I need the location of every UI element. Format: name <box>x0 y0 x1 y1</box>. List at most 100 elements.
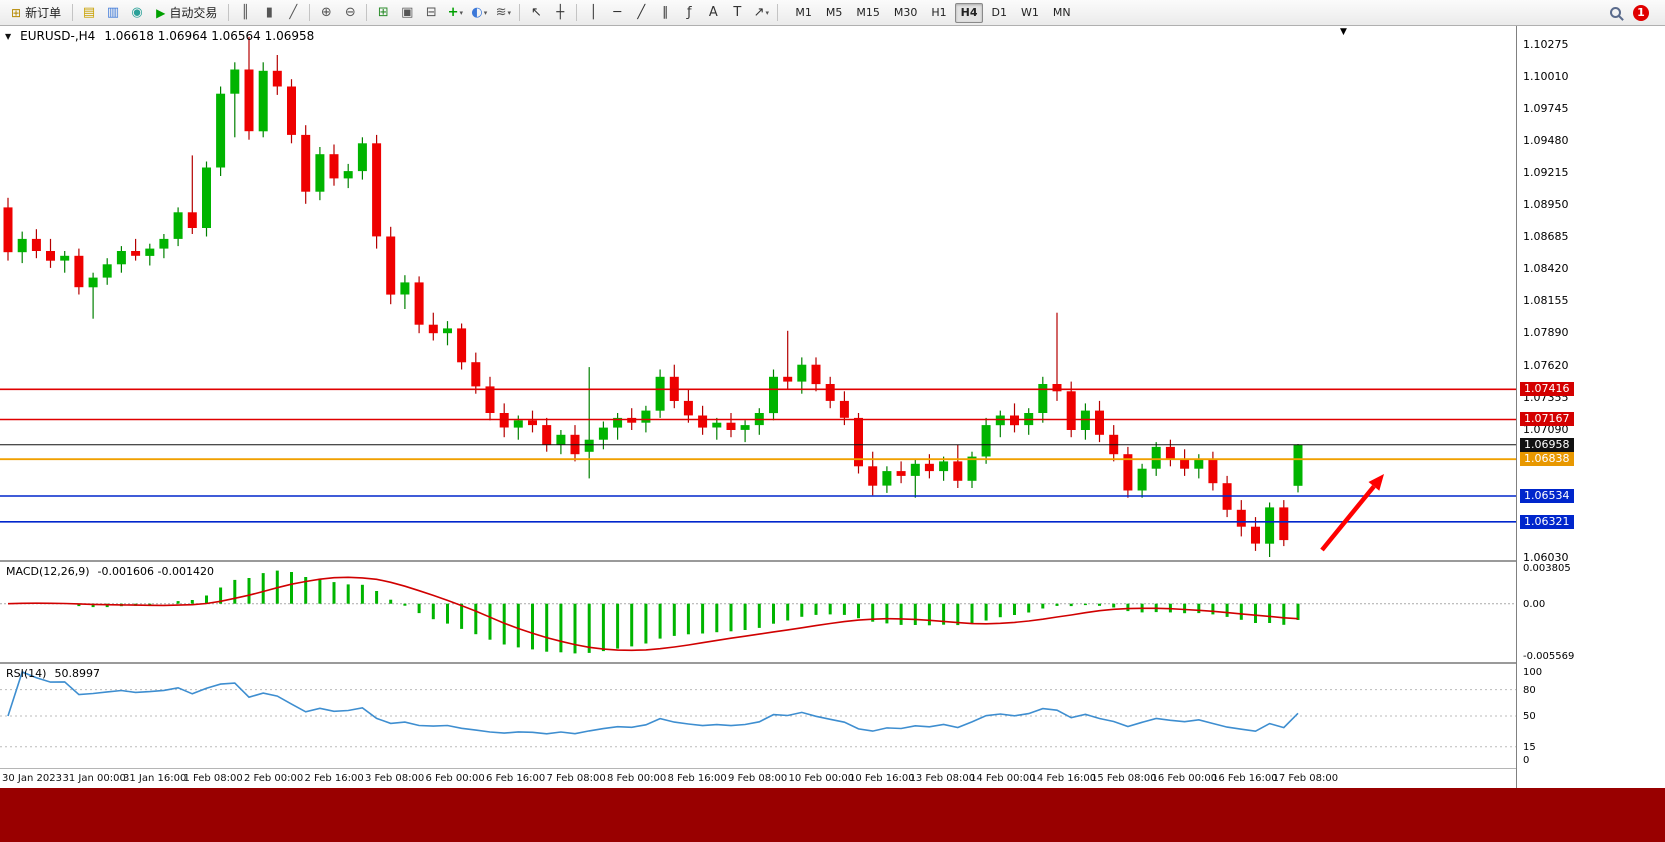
auto-trading-button[interactable]: ▶ 自动交易 <box>149 2 224 24</box>
zoom-in-icon[interactable]: ⊕ <box>314 2 338 24</box>
arrange-windows-icon: ⊟ <box>425 5 437 20</box>
time-axis-label: 16 Feb 00:00 <box>1151 773 1218 784</box>
new-chart-dropdown-icon: + <box>447 5 459 20</box>
chart-title: ▼ EURUSD-,H4 1.06618 1.06964 1.06564 1.0… <box>5 29 314 43</box>
cascade-windows-icon: ▣ <box>401 5 414 20</box>
rsi-axis-label: 80 <box>1523 684 1536 696</box>
dropdown-caret-icon: ▾ <box>765 8 770 17</box>
macd-axis-label: -0.005569 <box>1523 651 1575 662</box>
timeframe-mn-button[interactable]: MN <box>1052 5 1071 19</box>
search-icon[interactable] <box>1610 7 1621 18</box>
panel-separator[interactable] <box>0 560 1665 562</box>
time-axis-label: 16 Feb 16:00 <box>1212 773 1278 784</box>
arrange-windows-icon[interactable]: ⊟ <box>419 2 443 24</box>
timeframe-m1-button[interactable]: M1 <box>795 5 812 19</box>
price-badge: 1.06321 <box>1520 514 1574 529</box>
rsi-indicator-label: RSI(14) 50.8997 <box>6 667 100 680</box>
rsi-name: RSI(14) <box>6 667 47 680</box>
text-label-icon[interactable]: T <box>725 2 749 24</box>
toolbar-separator <box>309 4 311 21</box>
trendline-icon[interactable]: ╱ <box>629 2 653 24</box>
zoom-out-icon: ⊖ <box>344 5 356 20</box>
rsi-value: 50.8997 <box>54 667 100 680</box>
macd-values: -0.001606 -0.001420 <box>97 565 214 578</box>
timeframe-m15-button[interactable]: M15 <box>856 5 880 19</box>
timeframe-m30-button[interactable]: M30 <box>893 5 918 19</box>
panel-separator[interactable] <box>0 662 1665 664</box>
indicators-icon[interactable]: ≋ ▾ <box>491 2 515 24</box>
price-axis-label: 1.07620 <box>1523 358 1569 372</box>
chart-ohlc-values: 1.06618 1.06964 1.06564 1.06958 <box>104 29 315 43</box>
chart-symbol-period: EURUSD-,H4 <box>20 29 96 43</box>
time-axis-label: 8 Feb 00:00 <box>607 773 667 784</box>
dropdown-caret-icon: ▾ <box>507 8 512 17</box>
vertical-line-icon[interactable]: │ <box>581 2 605 24</box>
time-axis[interactable]: 30 Jan 2023 31 Jan 00:00 31 Jan 16:00 1 Feb… <box>0 770 1516 788</box>
toolbar-right: 1 <box>1610 4 1661 21</box>
rsi-panel[interactable] <box>0 664 1516 768</box>
time-axis-label: 6 Feb 00:00 <box>425 773 485 784</box>
timeframe-d1-button[interactable]: D1 <box>991 5 1007 19</box>
time-axis-separator <box>0 768 1665 769</box>
tile-windows-icon[interactable]: ⊞ <box>371 2 395 24</box>
toolbar-separator <box>228 4 230 21</box>
price-badge: 1.07167 <box>1520 412 1574 427</box>
time-axis-label: 17 Feb 08:00 <box>1272 773 1339 784</box>
text-label-icon: T <box>733 5 742 20</box>
new-chart-dropdown-icon[interactable]: + ▾ <box>443 2 467 24</box>
zoom-out-icon[interactable]: ⊖ <box>338 2 362 24</box>
indicators-icon: ≋ <box>495 5 507 20</box>
macd-axis-label: 0.003805 <box>1523 563 1571 574</box>
text-icon[interactable]: A <box>701 2 725 24</box>
crosshair-icon[interactable]: ┼ <box>548 2 572 24</box>
price-chart[interactable] <box>0 26 1516 560</box>
macd-panel[interactable] <box>0 562 1516 662</box>
timeframe-w1-button[interactable]: W1 <box>1020 5 1039 19</box>
trendline-icon: ╱ <box>637 5 646 20</box>
periods-icon: ◐ <box>471 5 483 20</box>
cursor-icon[interactable]: ↖ <box>524 2 548 24</box>
price-axis-label: 1.10010 <box>1523 69 1569 83</box>
price-axis-label: 1.08950 <box>1523 197 1569 211</box>
auto-trading-button-label: 自动交易 <box>169 6 218 20</box>
rsi-axis-label: 0 <box>1523 755 1530 766</box>
cascade-windows-icon[interactable]: ▣ <box>395 2 419 24</box>
fibonacci-icon[interactable]: ƒ <box>677 2 701 24</box>
one-click-trading-arrow[interactable]: ▼ <box>5 31 12 41</box>
vertical-line-icon: │ <box>589 5 598 20</box>
periods-icon[interactable]: ◐ ▾ <box>467 2 491 24</box>
dropdown-caret-icon: ▾ <box>483 8 488 17</box>
toolbar-separator <box>366 4 368 21</box>
bar-chart-type-icon[interactable]: ║ <box>233 2 257 24</box>
new-chart-icon[interactable]: ▤ <box>77 2 101 24</box>
bar-chart-type-icon: ║ <box>241 5 250 20</box>
time-axis-label: 7 Feb 08:00 <box>546 773 606 784</box>
time-axis-label: 15 Feb 08:00 <box>1091 773 1157 784</box>
market-watch-icon: ◉ <box>131 5 143 20</box>
equidistant-channel-icon[interactable]: ∥ <box>653 2 677 24</box>
timeframe-h1-button[interactable]: H1 <box>931 5 947 19</box>
macd-axis-label: 0.00 <box>1523 598 1546 610</box>
text-icon: A <box>708 5 718 20</box>
notification-badge[interactable]: 1 <box>1633 4 1649 21</box>
new-order-icon: ⊞ <box>11 5 22 20</box>
price-axis-label: 1.08685 <box>1523 229 1569 243</box>
horizontal-line-icon[interactable]: ─ <box>605 2 629 24</box>
toolbar-items: ⊞ 新订单 ▤ ▥ ◉ ▶ 自动交易 ║ ▮ ╱ ⊕ ⊖ ⊞ ▣ ⊟ + ▾ ◐ ▾ ≋ ▾ ↖ ┼ │ ─ ╱ ∥ ƒ A T ↗ ▾ <box>4 2 782 24</box>
new-order-button[interactable]: ⊞ 新订单 <box>4 2 68 24</box>
profiles-icon[interactable]: ▥ <box>101 2 125 24</box>
candlestick-type-icon[interactable]: ▮ <box>257 2 281 24</box>
new-chart-icon: ▤ <box>82 5 96 20</box>
timeframe-h4-button[interactable]: H4 <box>954 2 984 23</box>
arrows-objects-icon[interactable]: ↗ ▾ <box>749 2 773 24</box>
market-watch-icon[interactable]: ◉ <box>125 2 149 24</box>
line-chart-type-icon[interactable]: ╱ <box>281 2 305 24</box>
toolbar-separator <box>519 4 521 21</box>
timeframe-m5-button[interactable]: M5 <box>825 5 843 19</box>
chart-shift-marker[interactable]: ▼ <box>1340 27 1347 37</box>
time-axis-label: 31 Jan 16:00 <box>123 773 187 784</box>
zoom-in-icon: ⊕ <box>320 5 332 20</box>
time-axis-label: 8 Feb 16:00 <box>667 773 727 784</box>
price-badge: 1.07416 <box>1520 382 1574 397</box>
price-axis[interactable]: 1.10275 1.10010 1.09745 1.09480 1.09215 1.089… <box>1516 26 1665 788</box>
